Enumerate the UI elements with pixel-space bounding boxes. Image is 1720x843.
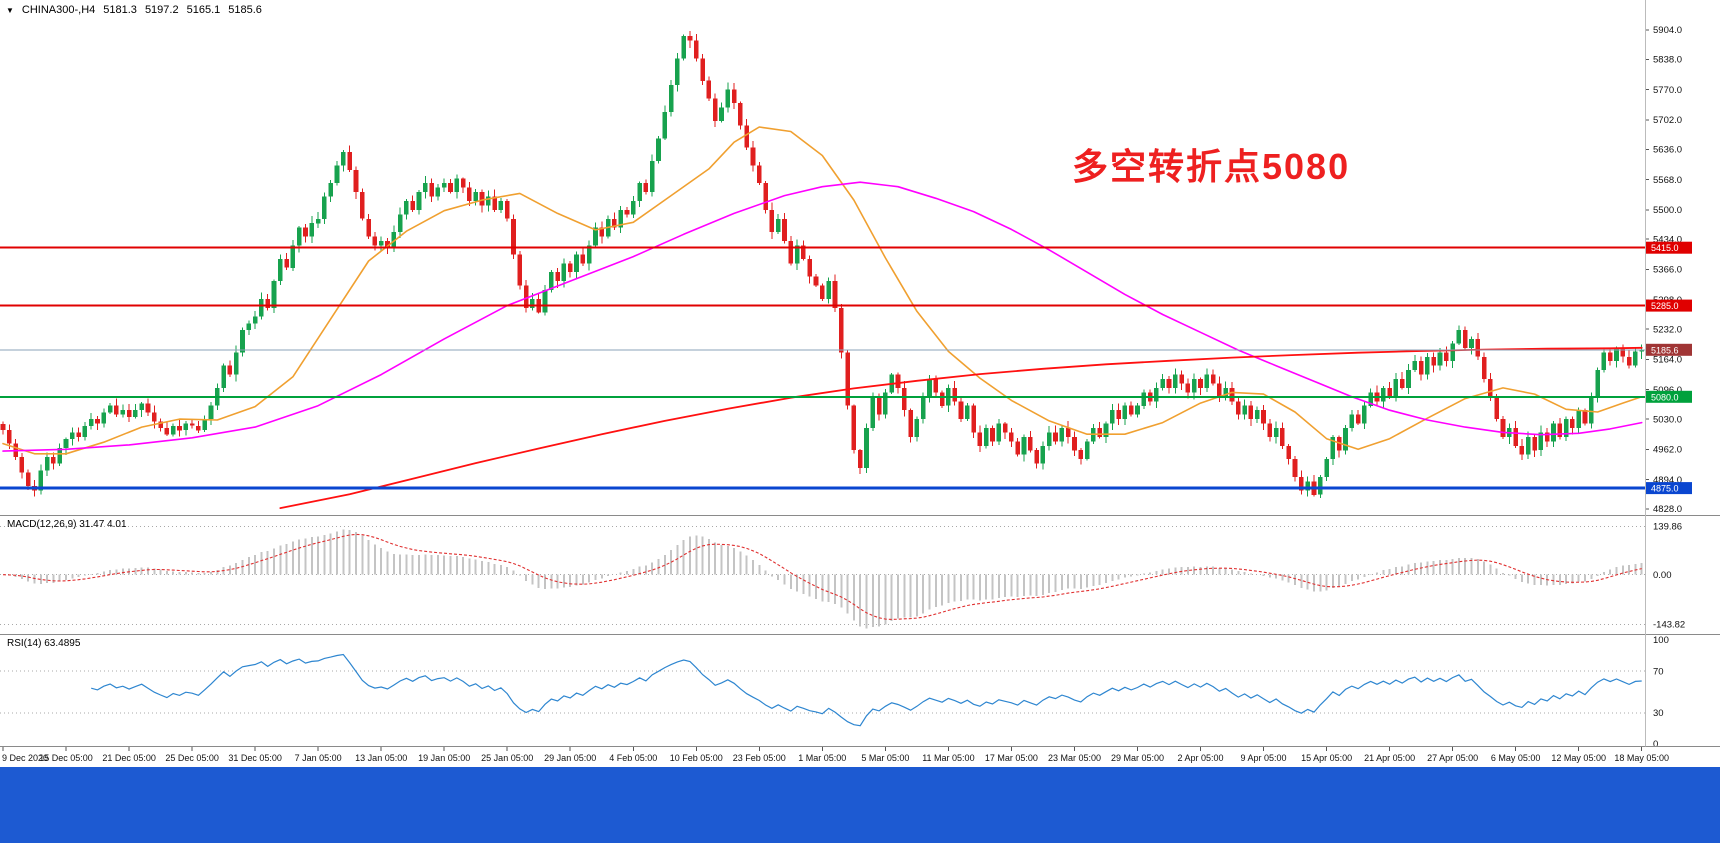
- rsi-scale-tick: 30: [1653, 708, 1664, 719]
- svg-text:4875.0: 4875.0: [1651, 484, 1679, 494]
- svg-text:9 Apr 05:00: 9 Apr 05:00: [1240, 753, 1286, 763]
- svg-text:25 Dec 05:00: 25 Dec 05:00: [165, 753, 219, 763]
- price-badge: 4875.0: [1646, 482, 1692, 495]
- macd-scale-tick: 139.86: [1653, 522, 1682, 533]
- svg-text:9 Dec 2020: 9 Dec 2020: [2, 753, 48, 763]
- svg-text:13 Jan 05:00: 13 Jan 05:00: [355, 753, 407, 763]
- svg-text:5434.0: 5434.0: [1653, 234, 1682, 245]
- svg-text:15 Dec 05:00: 15 Dec 05:00: [39, 753, 93, 763]
- ma-fast-orange: [2, 126, 1643, 455]
- price-axis: 5904.0 5838.0 5770.0 5702.0 5636.0 5568.0 5500…: [1645, 25, 1682, 515]
- macd-scale-tick: -143.82: [1653, 620, 1685, 631]
- rsi-scale-tick: 0: [1653, 739, 1658, 750]
- rsi-scale-tick: 100: [1653, 635, 1669, 646]
- price-badge: 5185.6: [1646, 343, 1692, 356]
- svg-text:12 May 05:00: 12 May 05:00: [1551, 753, 1606, 763]
- svg-text:5838.0: 5838.0: [1653, 55, 1682, 66]
- svg-text:4962.0: 4962.0: [1653, 445, 1682, 456]
- svg-text:10 Feb 05:00: 10 Feb 05:00: [670, 753, 723, 763]
- svg-text:5904.0: 5904.0: [1653, 25, 1682, 36]
- svg-text:19 Jan 05:00: 19 Jan 05:00: [418, 753, 470, 763]
- svg-text:5500.0: 5500.0: [1653, 205, 1682, 216]
- price-badge: 5285.0: [1646, 299, 1692, 312]
- candles: [0, 31, 1644, 498]
- svg-text:5 Mar 05:00: 5 Mar 05:00: [861, 753, 909, 763]
- svg-text:5185.6: 5185.6: [1651, 345, 1679, 355]
- svg-text:23 Feb 05:00: 23 Feb 05:00: [733, 753, 786, 763]
- ohlc-high: 5197.2: [144, 4, 179, 16]
- bottom-bar: [0, 767, 1720, 843]
- svg-text:17 Mar 05:00: 17 Mar 05:00: [985, 753, 1038, 763]
- svg-text:15 Apr 05:00: 15 Apr 05:00: [1301, 753, 1352, 763]
- symbol-timeframe-label: CHINA300-,H4: [21, 4, 96, 16]
- svg-text:27 Apr 05:00: 27 Apr 05:00: [1427, 753, 1478, 763]
- svg-text:5080.0: 5080.0: [1651, 392, 1679, 402]
- svg-text:5164.0: 5164.0: [1653, 355, 1682, 366]
- price-badge: 5080.0: [1646, 390, 1692, 403]
- svg-text:4 Feb 05:00: 4 Feb 05:00: [609, 753, 657, 763]
- svg-text:5770.0: 5770.0: [1653, 85, 1682, 96]
- macd-scale-tick: 0.00: [1653, 570, 1672, 581]
- svg-text:18 May 05:00: 18 May 05:00: [1614, 753, 1669, 763]
- chart-canvas[interactable]: 5904.0 5838.0 5770.0 5702.0 5636.0 5568.0 5500…: [0, 0, 1720, 768]
- svg-text:5096.0: 5096.0: [1653, 385, 1682, 396]
- ohlc-low: 5165.1: [186, 4, 221, 16]
- svg-text:6 May 05:00: 6 May 05:00: [1491, 753, 1541, 763]
- svg-text:29 Jan 05:00: 29 Jan 05:00: [544, 753, 596, 763]
- macd-indicator-label: MACD(12,26,9) 31.47 4.01: [7, 519, 127, 530]
- svg-text:5232.0: 5232.0: [1653, 324, 1682, 335]
- svg-text:5285.0: 5285.0: [1651, 301, 1679, 311]
- svg-text:5366.0: 5366.0: [1653, 265, 1682, 276]
- svg-text:11 Mar 05:00: 11 Mar 05:00: [922, 753, 974, 763]
- svg-text:5568.0: 5568.0: [1653, 175, 1682, 186]
- ma-mid-magenta: [2, 181, 1643, 452]
- symbol-ohlc-header: ▼ CHINA300-,H4 5181.3 5197.2 5165.1 5185…: [6, 4, 262, 16]
- ohlc-open: 5181.3: [103, 4, 137, 16]
- dropdown-arrow-icon: ▼: [6, 5, 14, 15]
- svg-text:23 Mar 05:00: 23 Mar 05:00: [1048, 753, 1101, 763]
- svg-text:4828.0: 4828.0: [1653, 504, 1682, 515]
- ma-slow-red: [279, 346, 1643, 510]
- svg-text:31 Dec 05:00: 31 Dec 05:00: [228, 753, 282, 763]
- svg-text:2 Apr 05:00: 2 Apr 05:00: [1177, 753, 1223, 763]
- svg-text:5636.0: 5636.0: [1653, 145, 1682, 156]
- svg-text:7 Jan 05:00: 7 Jan 05:00: [295, 753, 342, 763]
- svg-text:29 Mar 05:00: 29 Mar 05:00: [1111, 753, 1164, 763]
- svg-text:21 Dec 05:00: 21 Dec 05:00: [102, 753, 156, 763]
- ohlc-close: 5185.6: [228, 4, 262, 16]
- svg-text:5702.0: 5702.0: [1653, 115, 1682, 126]
- macd-signal-line: [2, 533, 1642, 620]
- svg-text:21 Apr 05:00: 21 Apr 05:00: [1364, 753, 1415, 763]
- rsi-indicator-label: RSI(14) 63.4895: [7, 638, 81, 649]
- price-badge: 5415.0: [1646, 241, 1692, 254]
- chart-annotation-text[interactable]: 多空转折点5080: [1072, 146, 1351, 187]
- svg-text:5030.0: 5030.0: [1653, 414, 1682, 425]
- rsi-line: [91, 653, 1642, 727]
- svg-text:25 Jan 05:00: 25 Jan 05:00: [481, 753, 533, 763]
- macd-histogram: [8, 529, 1643, 629]
- rsi-scale-tick: 70: [1653, 666, 1664, 677]
- svg-text:4894.0: 4894.0: [1653, 475, 1682, 486]
- svg-text:5415.0: 5415.0: [1651, 243, 1679, 253]
- svg-text:1 Mar 05:00: 1 Mar 05:00: [798, 753, 846, 763]
